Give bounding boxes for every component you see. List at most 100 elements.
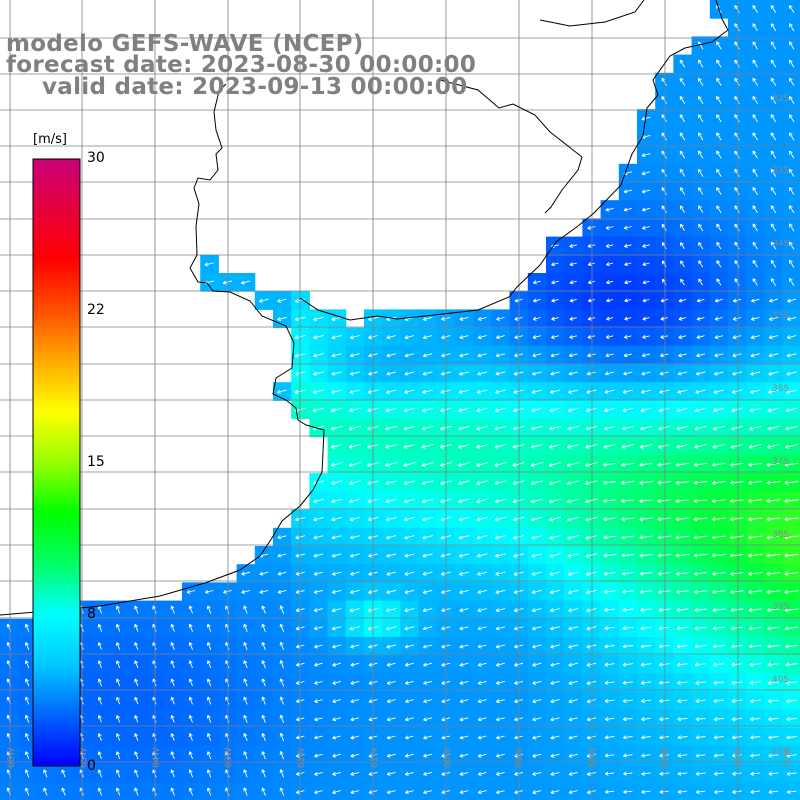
wind-arrow <box>770 241 777 250</box>
wind-arrow <box>423 753 433 758</box>
wind-arrow <box>768 371 779 376</box>
wind-arrow <box>349 535 360 540</box>
wind-arrow <box>568 662 579 667</box>
wind-arrow <box>495 371 506 376</box>
wind-arrow <box>134 623 139 632</box>
wind-arrow <box>677 698 688 704</box>
wind-arrow <box>385 607 397 613</box>
colorbar-tick: 15 <box>87 454 105 470</box>
wind-arrow <box>642 262 650 267</box>
wind-arrow <box>477 371 488 376</box>
wind-arrow <box>386 353 396 358</box>
wind-arrow <box>714 316 723 321</box>
wind-arrow <box>675 517 690 522</box>
wind-arrow <box>694 626 707 631</box>
wind-arrow <box>206 733 212 741</box>
wind-arrow <box>697 132 704 141</box>
wind-arrow <box>586 771 597 776</box>
wind-arrow <box>312 389 325 394</box>
wind-arrow <box>186 589 196 594</box>
wind-arrow <box>748 626 762 631</box>
wind-arrow <box>206 678 212 687</box>
wind-arrow <box>459 644 469 649</box>
longitude-label: 64W <box>152 748 162 768</box>
wind-arrow <box>349 498 361 504</box>
wind-arrow <box>476 553 488 558</box>
wind-arrow <box>768 717 779 722</box>
wind-arrow <box>716 59 722 68</box>
wind-arrow <box>750 771 761 776</box>
wind-arrow <box>639 462 653 467</box>
wind-arrow <box>243 678 248 687</box>
wind-arrow <box>277 553 287 558</box>
wind-arrow <box>730 626 744 631</box>
wind-arrow <box>477 735 487 740</box>
wind-arrow <box>115 751 121 760</box>
wind-arrow <box>223 589 232 594</box>
wind-arrow <box>206 769 212 778</box>
wind-arrow <box>551 262 559 267</box>
wind-arrow <box>716 77 722 86</box>
wind-arrow <box>698 260 704 268</box>
wind-arrow <box>679 132 686 141</box>
wind-arrow <box>587 243 596 248</box>
wind-arrow <box>170 733 175 741</box>
wind-arrow <box>642 298 650 303</box>
wind-arrow <box>713 717 724 722</box>
wind-arrow <box>640 589 652 594</box>
wind-arrow <box>279 732 285 742</box>
wind-arrow <box>404 753 414 758</box>
wind-arrow <box>587 280 595 285</box>
wind-arrow <box>423 771 433 776</box>
wind-arrow <box>659 353 669 358</box>
wind-arrow <box>586 644 597 649</box>
wind-arrow <box>785 662 798 667</box>
wind-arrow <box>622 607 634 613</box>
wind-arrow <box>752 223 758 232</box>
wind-arrow <box>313 608 324 613</box>
wind-arrow <box>476 443 489 449</box>
wind-arrow <box>698 278 704 286</box>
wind-arrow <box>788 168 795 177</box>
wind-arrow <box>134 605 139 614</box>
wind-arrow <box>624 262 632 267</box>
wind-arrow <box>734 96 740 105</box>
wind-arrow <box>386 535 397 540</box>
wind-arrow <box>784 553 799 558</box>
wind-arrow <box>115 605 121 614</box>
wind-arrow <box>641 225 651 230</box>
wind-arrow <box>568 735 578 740</box>
wind-arrow <box>279 787 285 796</box>
colorbar-tick: 30 <box>87 150 105 166</box>
wind-arrow <box>259 589 269 594</box>
wind-arrow <box>604 389 615 394</box>
wind-arrow <box>457 443 471 449</box>
latitude-label: 37S <box>772 457 789 467</box>
wind-arrow <box>188 623 194 632</box>
wind-arrow <box>476 516 488 522</box>
wind-arrow <box>641 189 651 194</box>
wind-arrow <box>698 242 704 250</box>
wind-arrow <box>622 626 634 631</box>
wind-arrow <box>495 644 506 649</box>
wind-arrow <box>749 644 762 649</box>
wind-arrow <box>550 771 560 776</box>
wind-arrow <box>658 608 671 613</box>
wind-arrow <box>134 769 139 778</box>
wind-arrow <box>349 626 361 631</box>
wind-arrow <box>495 680 505 685</box>
wind-arrow <box>404 662 414 667</box>
wind-arrow <box>421 462 434 467</box>
wind-arrow <box>350 699 360 704</box>
wind-arrow <box>784 535 799 540</box>
wind-arrow <box>349 389 361 394</box>
wind-arrow <box>134 678 139 687</box>
wind-arrow <box>459 353 469 358</box>
wind-arrow <box>676 608 689 613</box>
wind-arrow <box>495 608 506 613</box>
wind-arrow <box>115 787 121 796</box>
wind-arrow <box>659 717 670 722</box>
wind-arrow <box>261 732 266 742</box>
